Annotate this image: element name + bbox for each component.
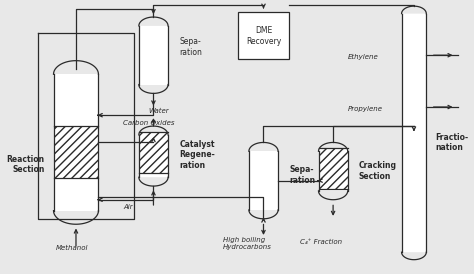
Bar <box>54 74 99 211</box>
Wedge shape <box>401 14 426 21</box>
Bar <box>401 14 426 252</box>
Text: Water: Water <box>148 109 168 114</box>
Bar <box>139 26 168 84</box>
Bar <box>237 12 289 59</box>
Text: Methanol: Methanol <box>56 245 88 251</box>
Text: Propylene: Propylene <box>348 106 383 112</box>
Bar <box>139 135 168 177</box>
Text: Sepa-
ration: Sepa- ration <box>289 165 315 185</box>
Wedge shape <box>139 26 168 35</box>
Wedge shape <box>54 74 99 88</box>
Text: Cracking
Section: Cracking Section <box>359 161 397 181</box>
Wedge shape <box>319 151 348 160</box>
Text: Reaction
Section: Reaction Section <box>7 155 45 174</box>
Text: Sepa-
ration: Sepa- ration <box>179 37 202 57</box>
Text: DME
Recovery: DME Recovery <box>246 26 282 46</box>
Bar <box>54 126 99 178</box>
Bar <box>319 151 348 191</box>
Wedge shape <box>249 201 278 210</box>
Bar <box>249 151 278 210</box>
Wedge shape <box>139 135 168 144</box>
Wedge shape <box>139 76 168 84</box>
Wedge shape <box>54 197 99 211</box>
Wedge shape <box>249 151 278 160</box>
Text: Air: Air <box>123 204 133 210</box>
Bar <box>139 132 168 173</box>
Text: Carbon Oxides: Carbon Oxides <box>123 120 174 126</box>
Wedge shape <box>401 245 426 252</box>
Text: Ethylene: Ethylene <box>348 54 378 60</box>
Text: Fractio-
nation: Fractio- nation <box>435 133 468 152</box>
Text: High boiling
Hydrocarbons: High boiling Hydrocarbons <box>223 236 272 250</box>
Bar <box>319 148 348 189</box>
Text: Catalyst
Regene-
ration: Catalyst Regene- ration <box>179 140 215 170</box>
Wedge shape <box>319 182 348 191</box>
Text: C₄⁺ Fraction: C₄⁺ Fraction <box>300 239 342 245</box>
Wedge shape <box>139 168 168 177</box>
